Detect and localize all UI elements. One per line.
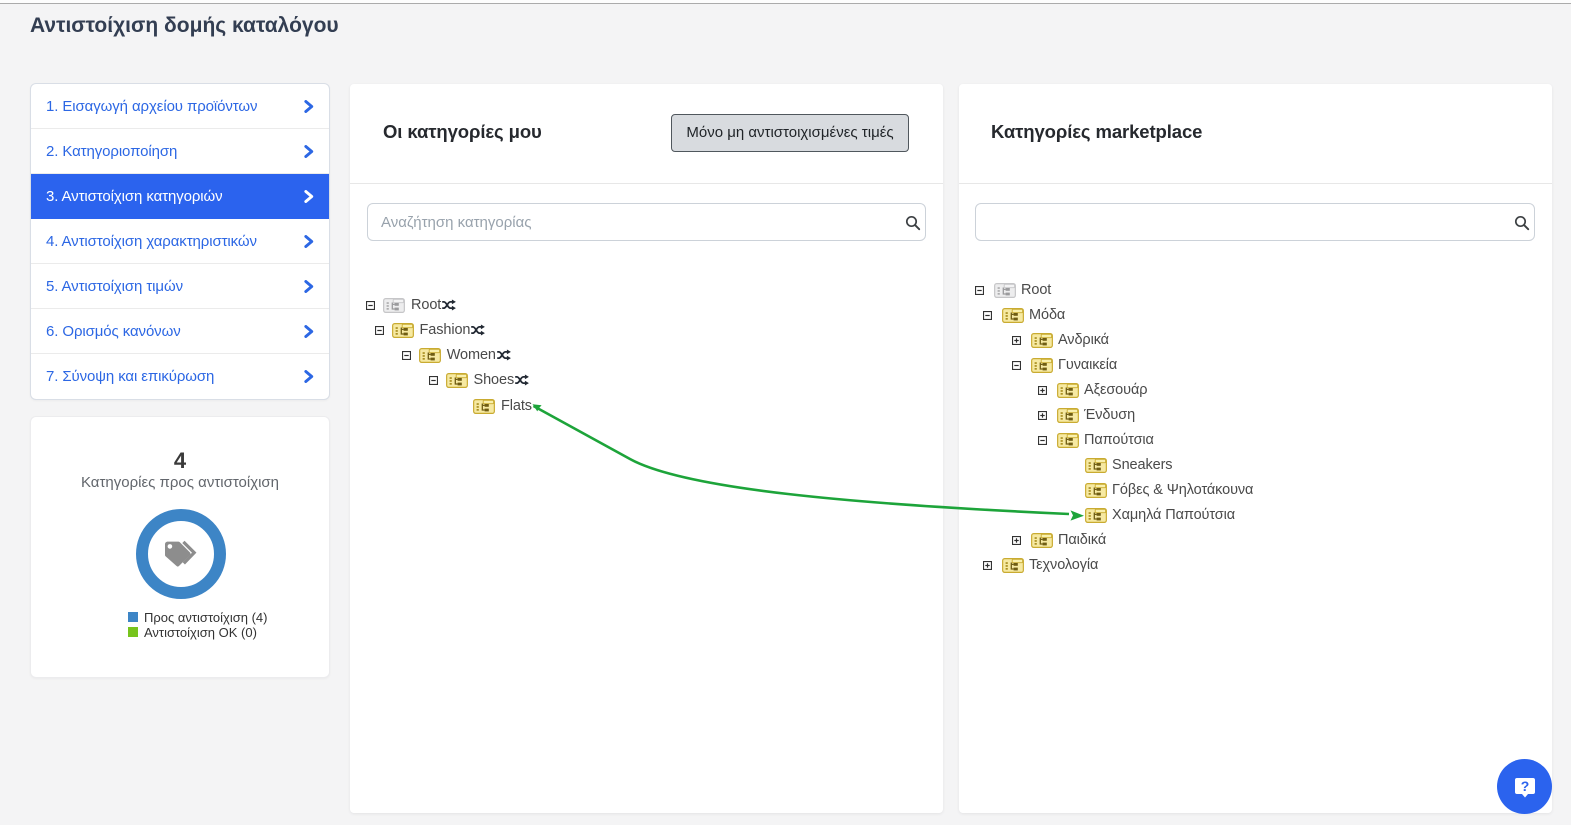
svg-text:?: ? [1520,778,1529,794]
